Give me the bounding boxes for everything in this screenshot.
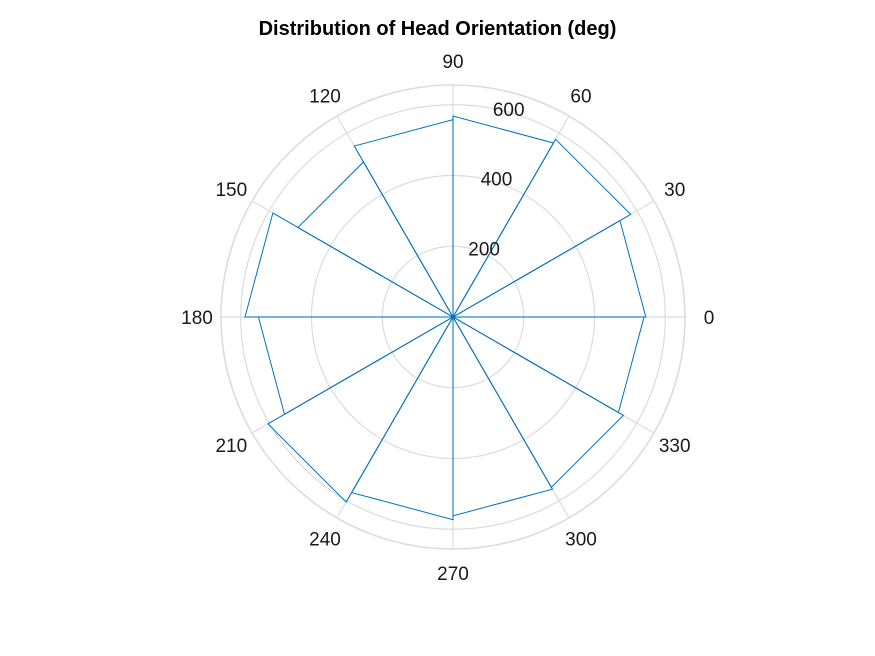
- histogram-bar-9: [452, 315, 554, 517]
- labels-layer: 0 30 60 90 120 150 180 210 240 270 300 330 200 400 600: [181, 52, 714, 585]
- theta-tick-label-240: 240: [309, 530, 341, 551]
- theta-tick-label-270: 270: [437, 564, 469, 585]
- theta-tick-label-300: 300: [565, 530, 597, 551]
- r-tick-label-400: 400: [481, 170, 513, 191]
- outer-circle: [220, 84, 686, 550]
- theta-tick-label-120: 120: [309, 86, 341, 107]
- theta-tick-label-210: 210: [215, 436, 247, 457]
- histogram-bar-11: [451, 316, 645, 414]
- theta-tick-label-330: 330: [659, 436, 691, 457]
- bars-layer: [244, 115, 647, 521]
- histogram-bar-6: [257, 316, 455, 416]
- histogram-bar-2: [452, 115, 555, 319]
- theta-tick-label-180: 180: [181, 308, 213, 329]
- r-tick-label-600: 600: [493, 100, 525, 121]
- theta-tick-label-90: 90: [442, 52, 463, 73]
- chart-title: Distribution of Head Orientation (deg): [258, 18, 617, 40]
- histogram-bar-0: [451, 219, 647, 318]
- theta-tick-label-30: 30: [664, 180, 685, 201]
- histogram-bar-3: [353, 118, 454, 319]
- histogram-bar-5: [244, 212, 455, 318]
- histogram-bar-8: [350, 315, 454, 521]
- histogram-bar-4: [297, 161, 455, 319]
- theta-tick-label-60: 60: [570, 86, 591, 107]
- theta-tick-label-150: 150: [215, 180, 247, 201]
- r-gridline-600: [240, 104, 666, 530]
- histogram-bar-10: [451, 315, 625, 489]
- theta-tick-label-0: 0: [704, 308, 715, 329]
- histogram-bar-1: [451, 138, 632, 319]
- r-tick-label-200: 200: [468, 239, 500, 260]
- histogram-bar-7: [267, 315, 455, 503]
